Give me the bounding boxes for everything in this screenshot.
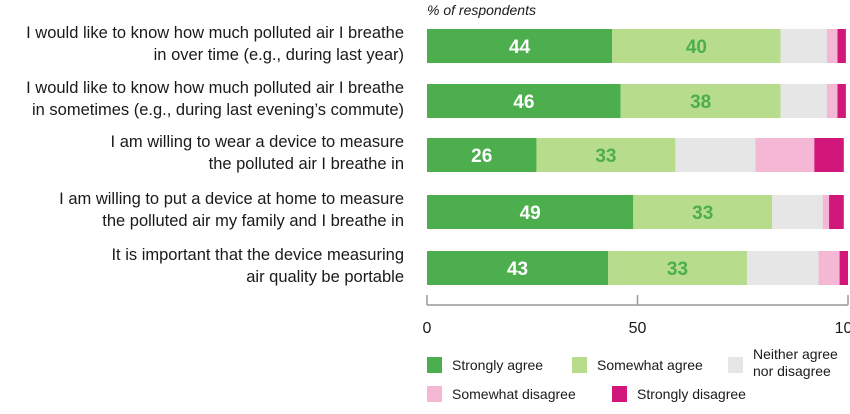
bar-value-label: 49 xyxy=(520,203,541,224)
bar-value-label: 44 xyxy=(509,37,531,58)
bar-value-label: 26 xyxy=(471,146,492,167)
legend: Strongly agree Somewhat agree Neither agre… xyxy=(427,346,838,402)
category-label: I am willing to wear a device to measure… xyxy=(111,133,404,173)
bar-segment xyxy=(536,138,676,172)
bar-segment xyxy=(839,251,848,285)
bar-segment xyxy=(620,84,781,118)
legend-label-line: Strongly agree xyxy=(452,357,543,373)
bar-segment xyxy=(427,29,613,63)
bars: 44 40 46 38 26 33 49 33 43 33 xyxy=(427,29,848,285)
category-label-line: the polluted air my family and I breathe… xyxy=(102,212,404,230)
bar-value-label: 33 xyxy=(667,259,688,280)
legend-label: Somewhat disagree xyxy=(452,386,576,402)
category-label-line: I would like to know how much polluted a… xyxy=(26,79,404,97)
legend-swatch xyxy=(612,386,627,402)
bar-segment xyxy=(427,251,609,285)
bar-value-label: 40 xyxy=(686,37,707,58)
category-label: I would like to know how much polluted a… xyxy=(26,79,404,119)
legend-label-line: nor disagree xyxy=(753,363,831,379)
bar-value-label: 33 xyxy=(595,146,616,167)
legend-swatch xyxy=(728,357,743,373)
category-label-line: I am willing to put a device at home to … xyxy=(59,190,404,208)
bar-segment xyxy=(427,195,634,229)
legend-label-line: Somewhat disagree xyxy=(452,386,576,402)
bar-value-label: 38 xyxy=(690,92,711,113)
category-label-line: I would like to know how much polluted a… xyxy=(26,24,404,42)
bar-segment xyxy=(826,84,838,118)
bar-segment xyxy=(780,29,827,63)
category-label: I am willing to put a device at home to … xyxy=(59,190,404,230)
bar-segment xyxy=(780,84,827,118)
legend-label-line: Strongly disagree xyxy=(637,386,746,402)
x-tick-label: 50 xyxy=(629,320,647,337)
bar-segment xyxy=(772,195,823,229)
bar-segment xyxy=(755,138,815,172)
bar-segment xyxy=(746,251,819,285)
bar-segment xyxy=(675,138,756,172)
legend-swatch xyxy=(427,357,442,373)
legend-label: Strongly agree xyxy=(452,357,543,373)
bar-segment xyxy=(829,195,844,229)
bar-segment xyxy=(633,195,773,229)
legend-label-line: Somewhat agree xyxy=(597,357,703,373)
bar-value-label: 43 xyxy=(507,259,528,280)
category-label-line: in sometimes (e.g., during last evening’… xyxy=(32,101,404,119)
bar-segment xyxy=(837,29,846,63)
legend-label-line: Neither agree xyxy=(753,346,838,362)
legend-label: Strongly disagree xyxy=(637,386,746,402)
category-label-line: in over time (e.g., during last year) xyxy=(154,46,404,64)
bar-segment xyxy=(612,29,781,63)
category-labels: I would like to know how much polluted a… xyxy=(26,24,404,286)
legend-swatch xyxy=(572,357,587,373)
x-tick-label: 100 xyxy=(835,320,850,337)
category-label: I would like to know how much polluted a… xyxy=(26,24,404,64)
bar-segment xyxy=(427,138,537,172)
category-label-line: the polluted air I breathe in xyxy=(209,155,404,173)
legend-label: Neither agree nor disagree xyxy=(753,346,838,379)
legend-swatch xyxy=(427,386,442,402)
x-axis-title: % of respondents xyxy=(427,2,536,18)
legend-label: Somewhat agree xyxy=(597,357,703,373)
bar-segment xyxy=(814,138,844,172)
category-label: It is important that the device measurin… xyxy=(111,246,404,286)
bar-segment xyxy=(608,251,747,285)
category-label-line: I am willing to wear a device to measure xyxy=(111,133,404,151)
x-axis: 0 50 100 xyxy=(423,295,850,337)
bar-segment xyxy=(427,84,621,118)
bar-segment xyxy=(826,29,838,63)
category-label-line: air quality be portable xyxy=(246,268,404,286)
bar-value-label: 33 xyxy=(692,203,713,224)
bar-segment xyxy=(818,251,840,285)
x-tick-label: 0 xyxy=(423,320,432,337)
category-label-line: It is important that the device measurin… xyxy=(111,246,404,264)
bar-segment xyxy=(837,84,846,118)
bar-value-label: 46 xyxy=(513,92,534,113)
bar-segment xyxy=(822,195,830,229)
